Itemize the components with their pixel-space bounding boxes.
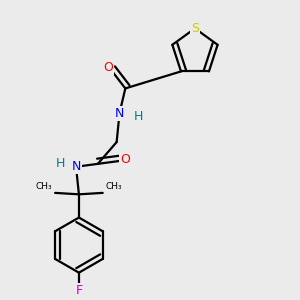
Text: CH₃: CH₃ bbox=[36, 182, 52, 190]
Text: N: N bbox=[115, 106, 124, 120]
Text: S: S bbox=[191, 22, 199, 35]
Text: CH₃: CH₃ bbox=[106, 182, 122, 190]
Text: O: O bbox=[120, 153, 130, 166]
Text: N: N bbox=[71, 160, 81, 173]
Text: O: O bbox=[103, 61, 113, 74]
Text: F: F bbox=[75, 284, 82, 297]
Text: H: H bbox=[56, 158, 65, 170]
Text: H: H bbox=[134, 110, 143, 123]
